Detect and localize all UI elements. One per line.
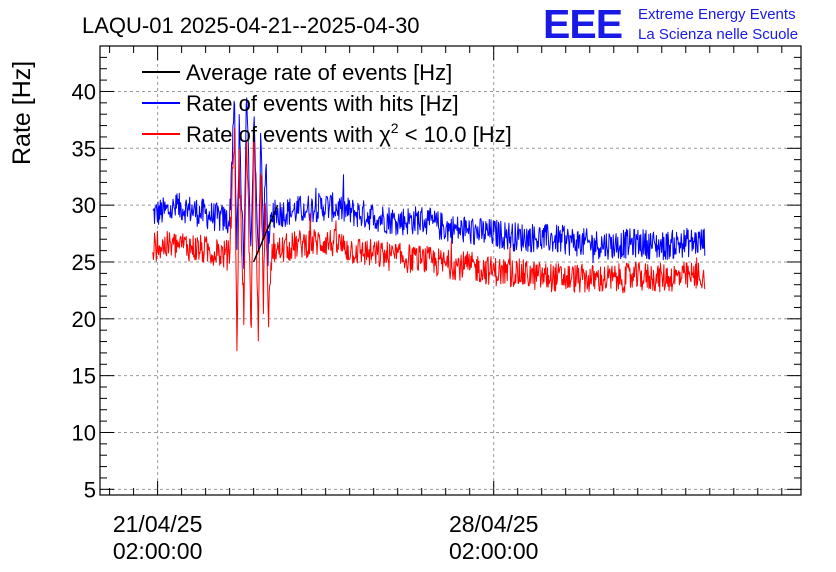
y-tick-label: 35 — [72, 136, 96, 161]
plot-frame — [99, 45, 802, 496]
series-line-0 — [152, 97, 706, 270]
legend-chi2-symbol: χ — [379, 122, 391, 147]
x-tick-time: 02:00:00 — [113, 538, 203, 564]
y-tick-label: 15 — [72, 364, 96, 389]
x-tick-time: 02:00:00 — [449, 538, 539, 564]
legend-chi2-prefix: Rate of events with — [186, 122, 379, 147]
legend: Average rate of events [Hz] Rate of even… — [142, 60, 512, 147]
series-layer — [152, 97, 706, 352]
eee-logo-line1: Extreme Energy Events — [638, 6, 796, 23]
axis-ticks — [100, 45, 801, 495]
eee-logo-mark: EEE — [543, 1, 622, 47]
y-tick-label: 25 — [72, 250, 96, 275]
y-tick-labels: 5 10 15 20 25 30 35 40 — [72, 79, 96, 502]
chart-title: LAQU-01 2025-04-21--2025-04-30 — [82, 13, 420, 38]
legend-label-average: Average rate of events [Hz] — [186, 60, 452, 85]
legend-label-hits: Rate of events with hits [Hz] — [186, 91, 459, 116]
series-line-2 — [252, 204, 279, 263]
y-tick-label: 10 — [72, 420, 96, 445]
eee-logo: EEE Extreme Energy Events La Scienza nel… — [543, 1, 798, 47]
x-tick-date: 28/04/25 — [449, 511, 539, 537]
eee-logo-line2: La Scienza nelle Scuole — [638, 26, 798, 43]
x-tick-date: 21/04/25 — [113, 511, 203, 537]
legend-chi2-exponent: 2 — [391, 120, 399, 136]
legend-label-chi2: Rate of events with χ2 < 10.0 [Hz] — [186, 120, 512, 147]
y-tick-label: 30 — [72, 193, 96, 218]
legend-chi2-suffix: < 10.0 [Hz] — [399, 122, 512, 147]
series-line-1 — [152, 127, 706, 352]
y-tick-label: 5 — [84, 477, 96, 502]
y-tick-label: 20 — [72, 307, 96, 332]
y-tick-label: 40 — [72, 79, 96, 104]
y-axis-label: Rate [Hz] — [8, 61, 36, 165]
